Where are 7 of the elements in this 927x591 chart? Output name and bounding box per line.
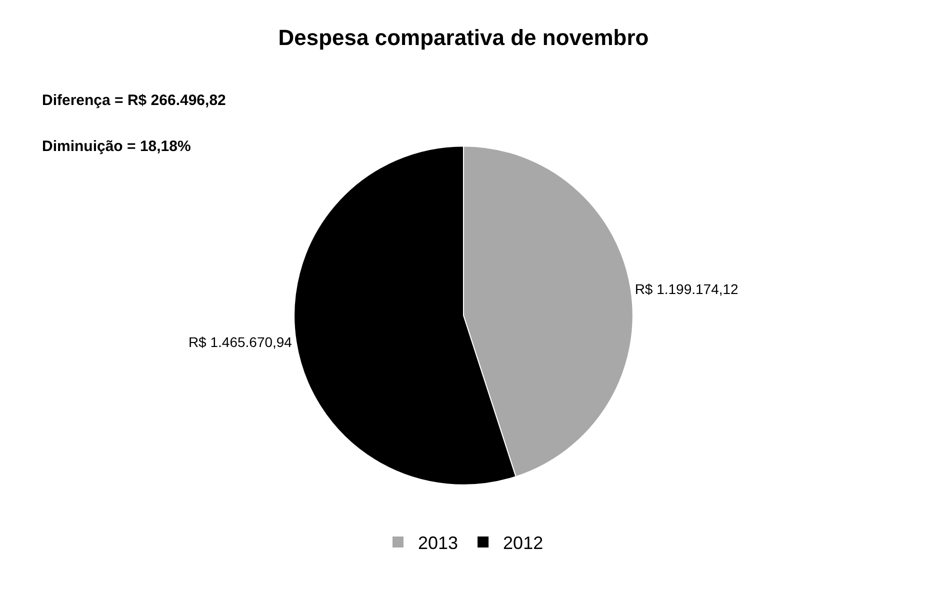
data-label: R$ 1.465.670,94 <box>188 334 292 350</box>
text: Diminuição = 18,18% <box>42 138 191 155</box>
legend-label: 2013 <box>418 533 458 553</box>
data-label: R$ 1.199.174,12 <box>634 280 739 297</box>
text: Diferença = R$ 266.496,82 <box>42 92 226 109</box>
chart-title: Despesa comparativa de novembro <box>278 24 649 50</box>
legend-label: 2012 <box>503 533 544 553</box>
